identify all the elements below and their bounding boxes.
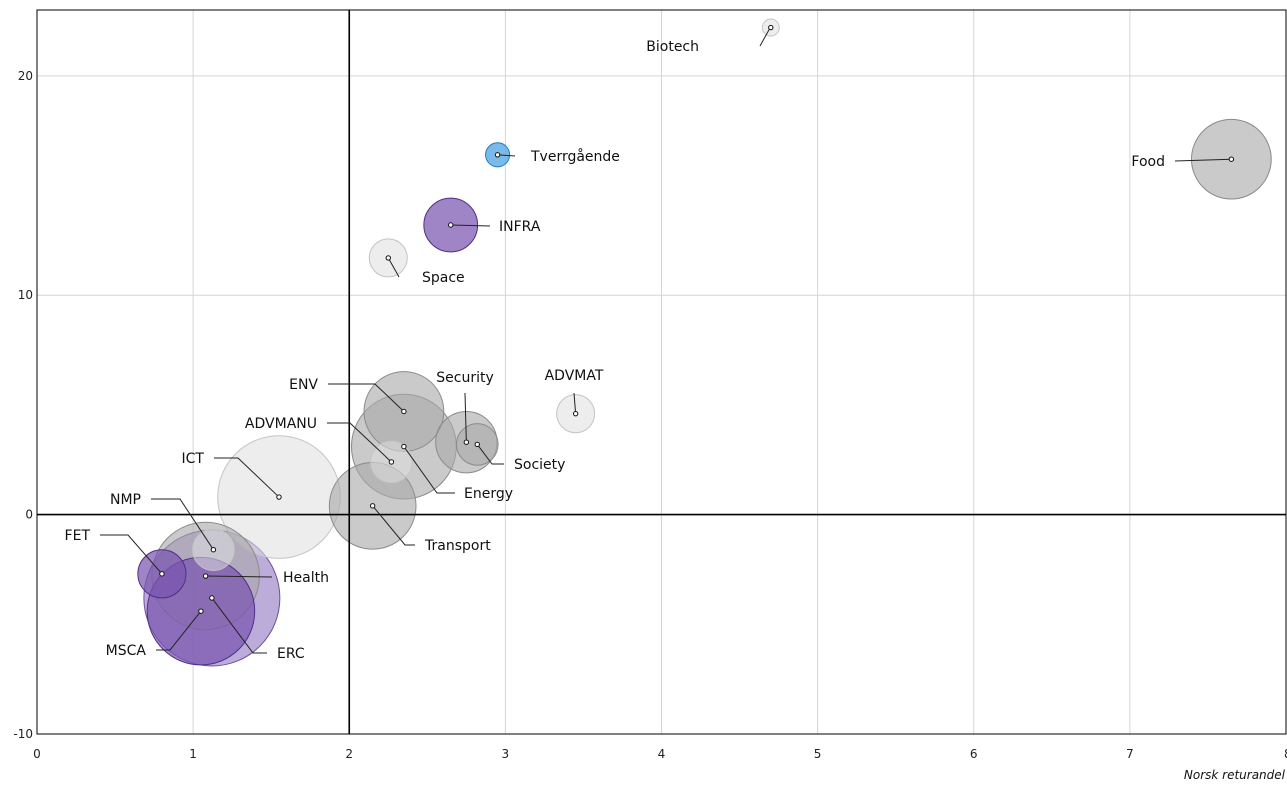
- label-biotech: Biotech: [646, 39, 699, 55]
- label-security: Security: [436, 370, 494, 386]
- marker-erc: [209, 595, 215, 601]
- x-tick-label: 5: [814, 747, 822, 761]
- label-env: ENV: [289, 377, 318, 393]
- x-tick-label: 0: [33, 747, 41, 761]
- label-infra: INFRA: [499, 219, 541, 235]
- leader-fet: [100, 534, 163, 575]
- bubbles: [137, 18, 1272, 667]
- leader-energy: [403, 446, 455, 494]
- leader-env: [328, 383, 405, 412]
- grid-lines: [37, 10, 1286, 734]
- marker-nmp: [210, 547, 217, 553]
- marker-society: [474, 441, 480, 448]
- label-food: Food: [1131, 154, 1165, 170]
- leader-health: [205, 575, 273, 578]
- marker-security: [463, 439, 470, 445]
- marker-tverrg-ende: [494, 152, 501, 158]
- leader-space: [387, 257, 400, 278]
- label-energy: Energy: [464, 486, 513, 502]
- label-advmat: ADVMAT: [545, 368, 604, 384]
- marker-energy: [401, 443, 407, 450]
- label-space: Space: [422, 270, 465, 286]
- leader-transport: [372, 505, 415, 546]
- leader-advmat: [573, 392, 577, 414]
- marker-transport: [369, 503, 376, 509]
- marker-fet: [159, 571, 165, 577]
- leader-nmp: [151, 498, 214, 550]
- leader-msca: [156, 610, 202, 651]
- y-tick-label: 0: [25, 508, 33, 522]
- x-axis-title: Norsk returandel: [1184, 768, 1286, 782]
- x-tick-label: 1: [189, 747, 197, 761]
- marker-infra: [448, 222, 454, 228]
- leader-tverrg-ende: [497, 154, 516, 157]
- x-tick-label: 6: [970, 747, 978, 761]
- leader-security: [464, 392, 467, 443]
- label-ict: ICT: [182, 451, 205, 467]
- label-fet: FET: [65, 528, 91, 544]
- marker-ict: [276, 494, 282, 500]
- label-society: Society: [514, 457, 565, 473]
- leader-food: [1174, 158, 1232, 162]
- marker-food: [1228, 156, 1235, 162]
- marker-msca: [198, 608, 204, 614]
- x-tick-label: 7: [1126, 747, 1134, 761]
- marker-advmat: [572, 410, 579, 417]
- label-tverrg-ende: Tverrgående: [530, 148, 620, 165]
- marker-biotech: [768, 24, 774, 31]
- plot-frame: [36, 9, 1287, 735]
- label-transport: Transport: [424, 538, 491, 554]
- marker-space: [385, 255, 391, 261]
- y-tick-label: 10: [18, 288, 33, 302]
- marker-env: [401, 408, 407, 415]
- marker-advmanu: [388, 459, 395, 465]
- leader-advmanu: [327, 422, 392, 463]
- leader-ict: [214, 457, 280, 498]
- bubble-labels: Biotech Food Tverrgående INFRA Space ENV Secur…: [65, 24, 1235, 662]
- label-advmanu: ADVMANU: [245, 416, 317, 432]
- label-nmp: NMP: [110, 492, 141, 508]
- label-msca: MSCA: [106, 643, 147, 659]
- leader-erc: [211, 597, 267, 654]
- leader-infra: [450, 224, 491, 227]
- marker-health: [202, 573, 209, 579]
- y-tick-label: 20: [18, 69, 33, 83]
- label-health: Health: [283, 570, 329, 586]
- label-erc: ERC: [277, 646, 305, 662]
- x-tick-label: 3: [502, 747, 510, 761]
- y-tick-label: -10: [13, 727, 33, 741]
- x-tick-label: 8: [1284, 747, 1287, 761]
- x-tick-label: 4: [658, 747, 666, 761]
- x-tick-label: 2: [345, 747, 353, 761]
- leader-society: [476, 444, 504, 465]
